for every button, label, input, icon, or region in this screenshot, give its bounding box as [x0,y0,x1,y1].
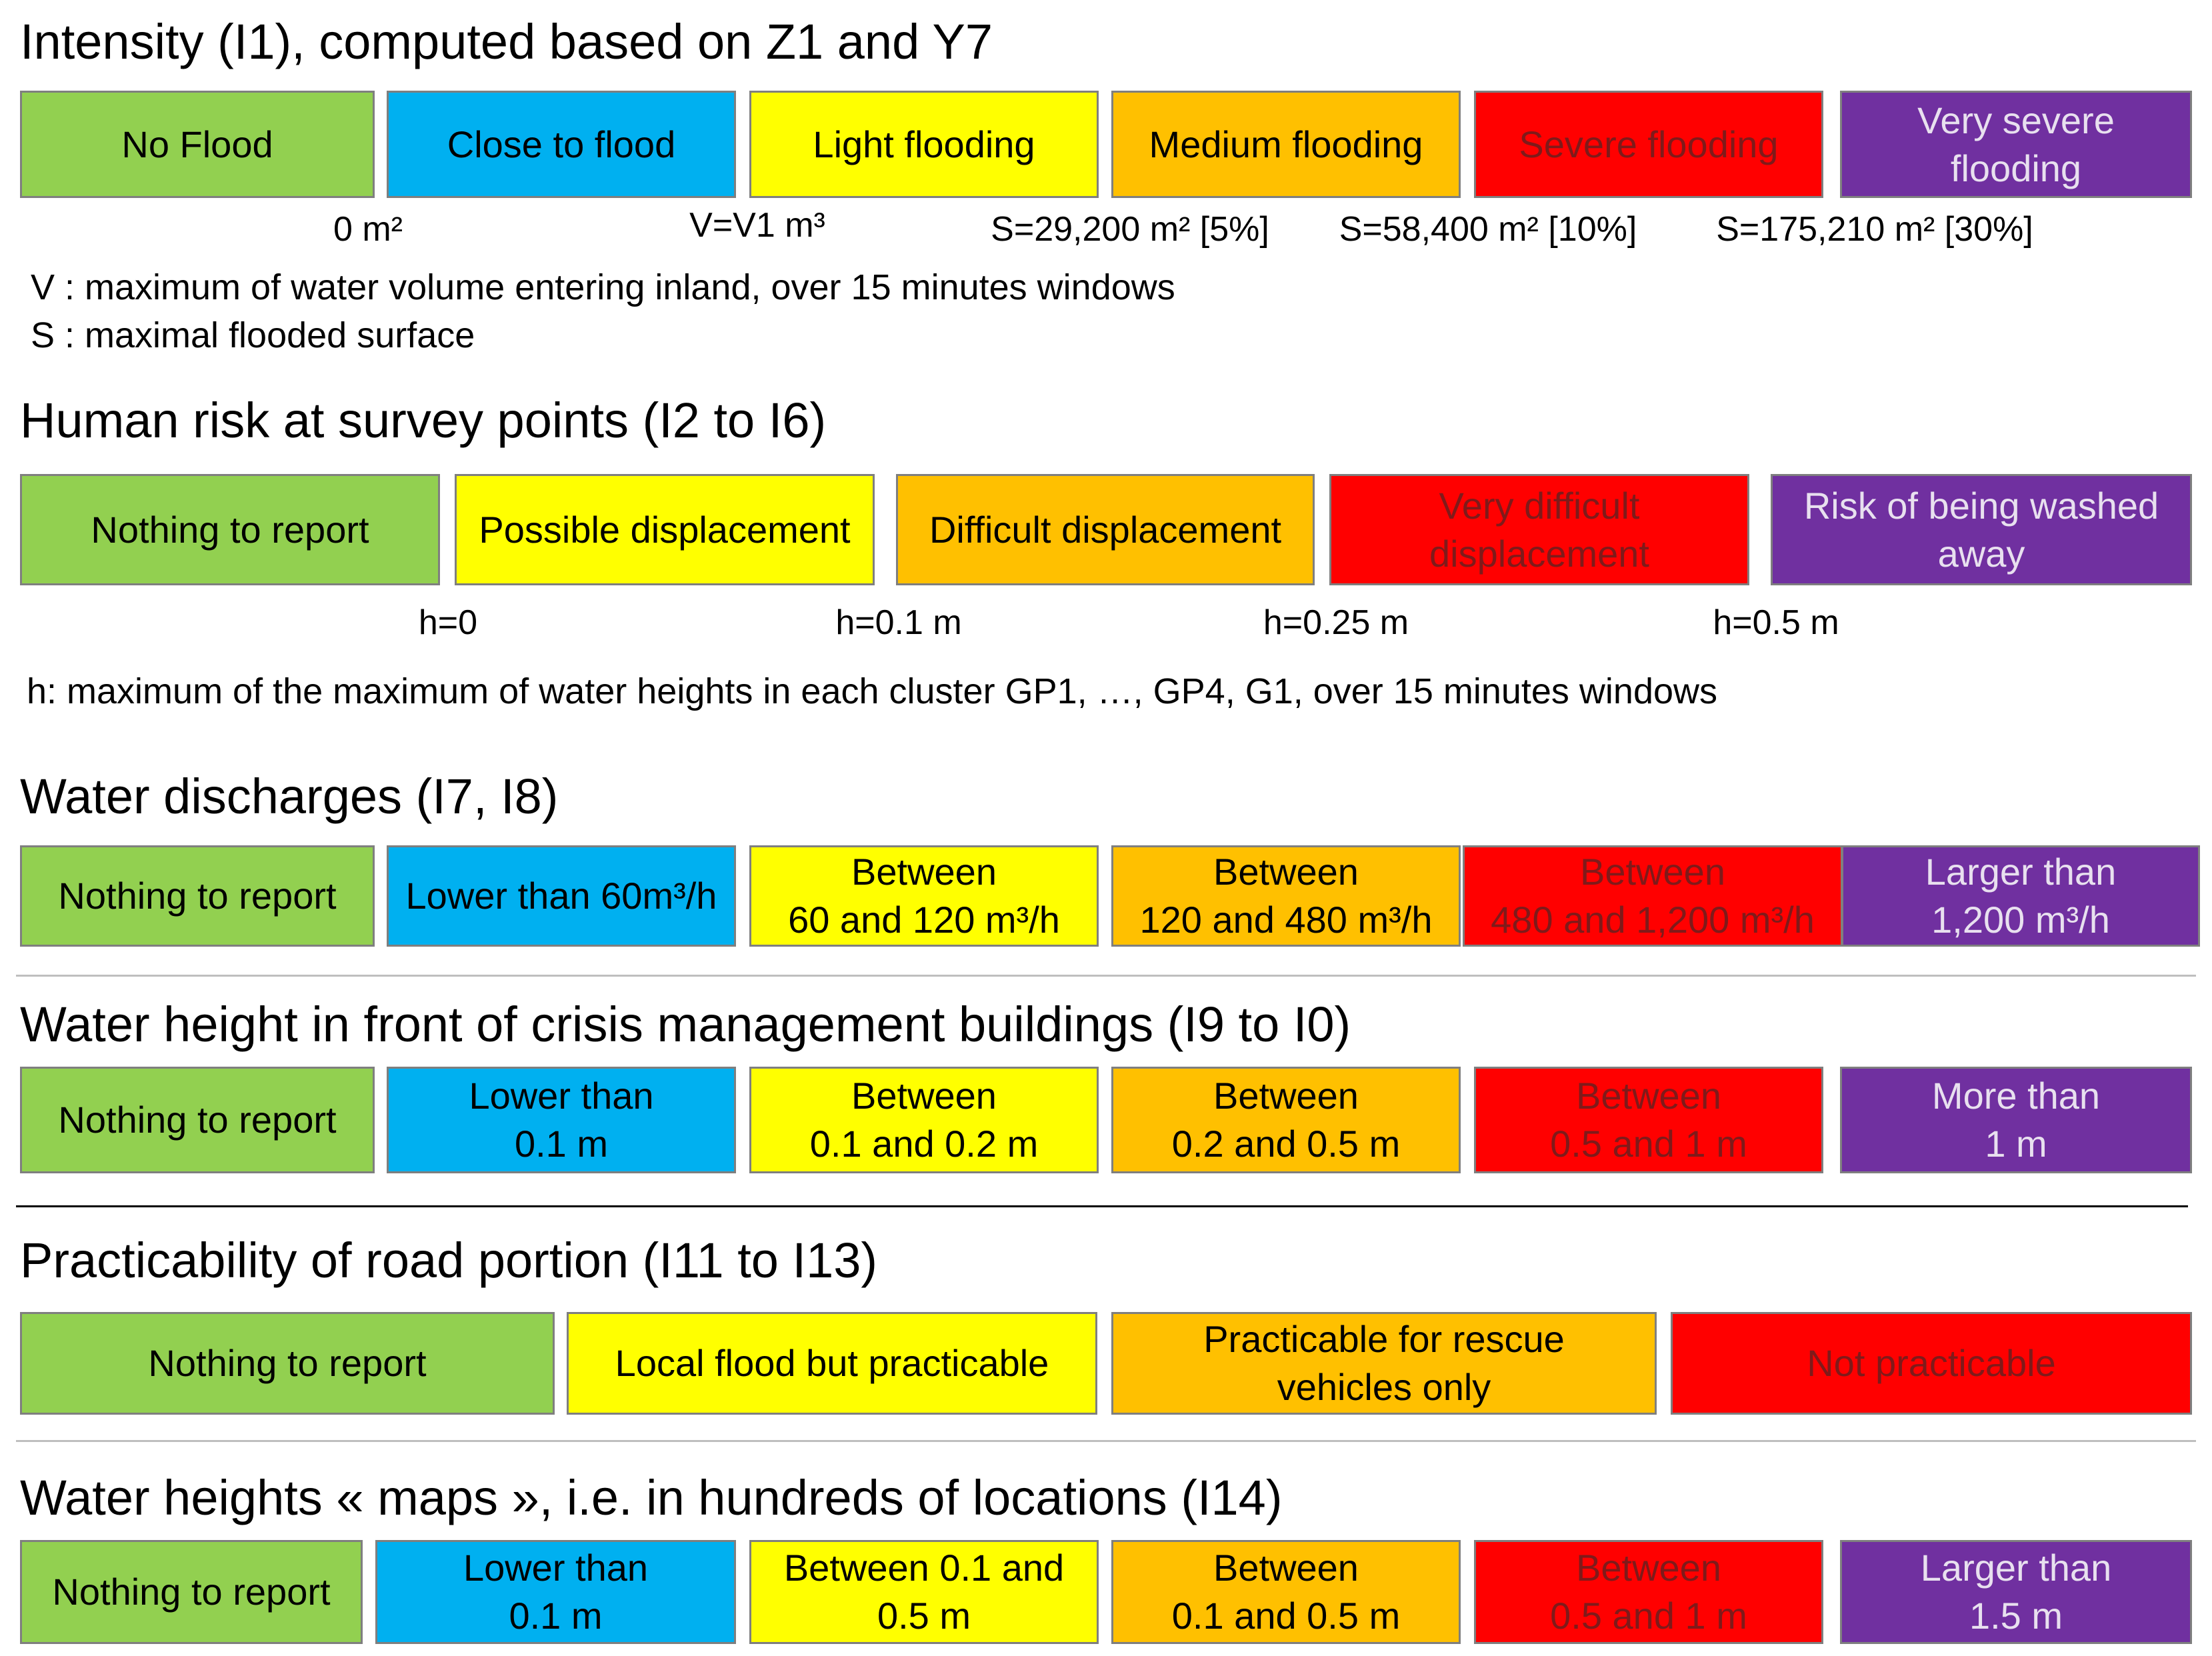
crisis-box-0-1-0-2: Between 0.1 and 0.2 m [749,1067,1099,1173]
human-risk-title: Human risk at survey points (I2 to I6) [20,393,827,448]
maps-box-0-5-1: Between 0.5 and 1 m [1474,1540,1823,1644]
crisis-buildings-title: Water height in front of crisis manageme… [20,997,1351,1052]
road-box-local-flood: Local flood but practicable [567,1312,1097,1415]
human-risk-threshold-3: h=0.5 m [1713,603,1839,642]
discharges-box-480-1200: Between 480 and 1,200 m³/h [1463,845,1843,947]
maps-box-0-1-0-5-a: Between 0.1 and 0.5 m [749,1540,1099,1644]
discharges-title: Water discharges (I7, I8) [20,769,559,824]
intensity-box-light-flooding: Light flooding [749,91,1099,198]
maps-box-larger-1-5: Larger than 1.5 m [1840,1540,2192,1644]
maps-box-lower-0-1: Lower than 0.1 m [375,1540,736,1644]
separator-3 [16,1440,2196,1442]
intensity-title: Intensity (I1), computed based on Z1 and… [20,14,993,69]
intensity-threshold-0: 0 m² [333,210,403,249]
maps-title: Water heights « maps », i.e. in hundreds… [20,1470,1283,1525]
human-risk-box-possible: Possible displacement [455,474,875,585]
human-risk-box-very-difficult: Very difficult displacement [1329,474,1749,585]
crisis-box-nothing: Nothing to report [20,1067,375,1173]
intensity-box-close-to-flood: Close to flood [387,91,736,198]
human-risk-box-nothing: Nothing to report [20,474,440,585]
crisis-box-0-2-0-5: Between 0.2 and 0.5 m [1111,1067,1461,1173]
intensity-note-s: S : maximal flooded surface [31,315,475,355]
road-box-nothing: Nothing to report [20,1312,555,1415]
human-risk-threshold-0: h=0 [418,603,478,642]
intensity-threshold-2: S=29,200 m² [5%] [991,210,1269,249]
discharges-box-nothing: Nothing to report [20,845,375,947]
crisis-box-lower-0-1: Lower than 0.1 m [387,1067,736,1173]
maps-box-0-1-0-5-b: Between 0.1 and 0.5 m [1111,1540,1461,1644]
separator-2 [16,1205,2188,1207]
intensity-threshold-1: V=V1 m³ [689,206,825,245]
separator-1 [16,975,2196,977]
discharges-box-120-480: Between 120 and 480 m³/h [1111,845,1461,947]
discharges-box-lower-60: Lower than 60m³/h [387,845,736,947]
human-risk-note-h: h: maximum of the maximum of water heigh… [27,671,1718,711]
intensity-box-severe-flooding: Severe flooding [1474,91,1823,198]
road-box-rescue-only: Practicable for rescue vehicles only [1111,1312,1657,1415]
discharges-box-larger-1200: Larger than 1,200 m³/h [1841,845,2200,947]
intensity-threshold-4: S=175,210 m² [30%] [1716,210,2033,249]
intensity-box-very-severe-flooding: Very severe flooding [1840,91,2192,198]
road-title: Practicability of road portion (I11 to I… [20,1233,878,1288]
intensity-box-no-flood: No Flood [20,91,375,198]
human-risk-threshold-1: h=0.1 m [835,603,962,642]
discharges-box-60-120: Between 60 and 120 m³/h [749,845,1099,947]
crisis-box-more-1: More than 1 m [1840,1067,2192,1173]
human-risk-threshold-2: h=0.25 m [1263,603,1409,642]
intensity-threshold-3: S=58,400 m² [10%] [1339,210,1637,249]
crisis-box-0-5-1: Between 0.5 and 1 m [1474,1067,1823,1173]
intensity-note-v: V : maximum of water volume entering inl… [31,267,1175,307]
intensity-box-medium-flooding: Medium flooding [1111,91,1461,198]
human-risk-box-difficult: Difficult displacement [896,474,1315,585]
maps-box-nothing: Nothing to report [20,1540,363,1644]
human-risk-box-washed-away: Risk of being washed away [1771,474,2192,585]
road-box-not-practicable: Not practicable [1671,1312,2192,1415]
